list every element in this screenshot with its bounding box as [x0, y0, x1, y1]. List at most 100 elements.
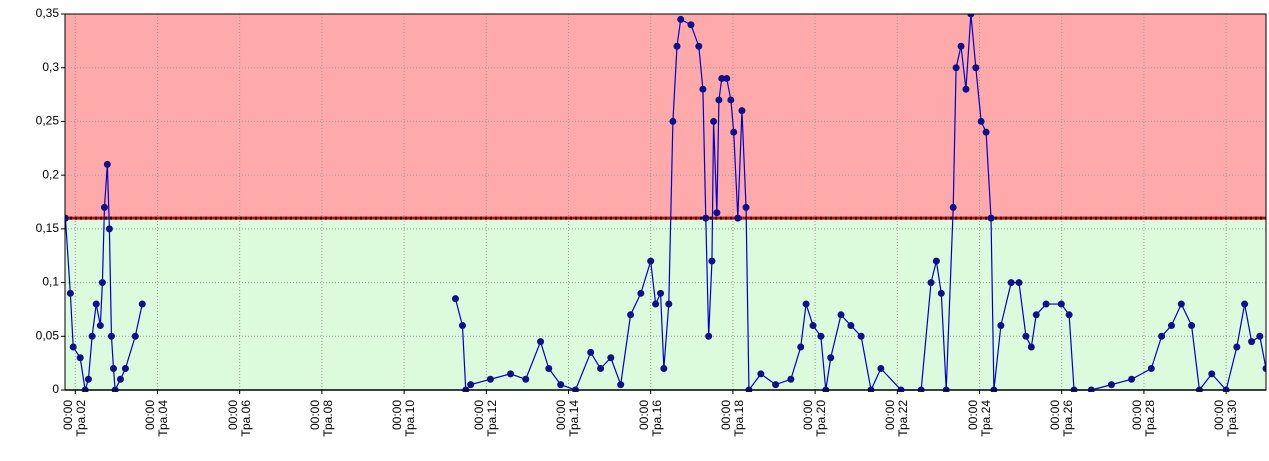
x-tick-label: 00:00 Тра.06 — [225, 400, 253, 437]
point — [787, 375, 795, 383]
point — [1007, 279, 1015, 287]
point — [1256, 332, 1264, 340]
point — [121, 365, 129, 373]
y-tick-label: 0,05 — [36, 328, 60, 342]
point — [723, 74, 731, 82]
point — [1070, 386, 1078, 392]
point — [627, 311, 635, 319]
point — [69, 343, 77, 351]
point — [1147, 365, 1155, 373]
point — [738, 107, 746, 115]
point — [797, 343, 805, 351]
point — [1208, 370, 1216, 378]
point — [647, 257, 655, 265]
x-tick-label: 00:00 Тра.08 — [307, 400, 335, 437]
point — [942, 386, 950, 392]
x-tick-label: 00:00 Тра.20 — [801, 400, 829, 437]
point — [982, 128, 990, 136]
point — [88, 332, 96, 340]
point — [1188, 322, 1196, 330]
point — [111, 386, 119, 392]
y-tick-label: 0 — [52, 382, 59, 396]
point — [809, 322, 817, 330]
point — [1177, 300, 1185, 308]
point — [1248, 338, 1256, 346]
point — [1233, 343, 1241, 351]
point — [1042, 300, 1050, 308]
point — [597, 365, 605, 373]
point — [877, 365, 885, 373]
point — [537, 338, 545, 346]
point — [997, 322, 1005, 330]
point — [660, 365, 668, 373]
point — [957, 42, 965, 50]
x-tick-label: 00:00 Тра.18 — [718, 400, 746, 437]
point — [673, 42, 681, 50]
point — [837, 311, 845, 319]
point — [972, 64, 980, 72]
point — [802, 300, 810, 308]
point — [990, 386, 998, 392]
plot-border — [64, 13, 1267, 391]
point — [1027, 343, 1035, 351]
point — [458, 322, 466, 330]
point — [1015, 279, 1023, 287]
point — [665, 300, 673, 308]
point — [1195, 386, 1203, 392]
point — [657, 289, 665, 297]
x-tick-label: 00:00 Тра.16 — [636, 400, 664, 437]
point — [695, 42, 703, 50]
point — [967, 14, 975, 18]
point — [617, 381, 625, 389]
point — [96, 322, 104, 330]
point — [1167, 322, 1175, 330]
point — [937, 289, 945, 297]
point — [467, 381, 475, 389]
point — [587, 348, 595, 356]
point — [977, 117, 985, 125]
point — [100, 203, 108, 211]
point — [1022, 332, 1030, 340]
point — [105, 225, 113, 233]
point — [727, 96, 735, 104]
point — [927, 279, 935, 287]
point — [138, 300, 146, 308]
point — [952, 64, 960, 72]
point — [65, 214, 69, 222]
point — [66, 289, 74, 297]
x-tick-label: 00:00 Тра.22 — [883, 400, 911, 437]
x-tick-label: 00:00 Тра.02 — [61, 400, 89, 437]
point — [84, 375, 92, 383]
point — [847, 322, 855, 330]
point — [897, 386, 905, 392]
point — [116, 375, 124, 383]
point — [652, 300, 660, 308]
point — [1262, 365, 1266, 373]
y-tick-label: 0,25 — [36, 114, 60, 128]
point — [949, 203, 957, 211]
point — [545, 365, 553, 373]
x-tick-label: 00:00 Тра.26 — [1047, 400, 1075, 437]
point — [76, 354, 84, 362]
point — [917, 386, 925, 392]
point — [715, 96, 723, 104]
point — [962, 85, 970, 93]
point — [772, 381, 780, 389]
point — [827, 354, 835, 362]
point — [486, 375, 494, 383]
zone-above — [65, 14, 1266, 219]
point — [669, 117, 677, 125]
x-tick-label: 00:00 Тра.10 — [390, 400, 418, 437]
point — [817, 332, 825, 340]
point — [637, 289, 645, 297]
point — [867, 386, 875, 392]
point — [699, 85, 707, 93]
point — [103, 160, 111, 168]
point — [462, 386, 470, 392]
point — [745, 386, 753, 392]
x-tick-label: 00:00 Тра.30 — [1212, 400, 1240, 437]
point — [1241, 300, 1249, 308]
y-tick-label: 0,1 — [42, 275, 59, 289]
point — [107, 332, 115, 340]
